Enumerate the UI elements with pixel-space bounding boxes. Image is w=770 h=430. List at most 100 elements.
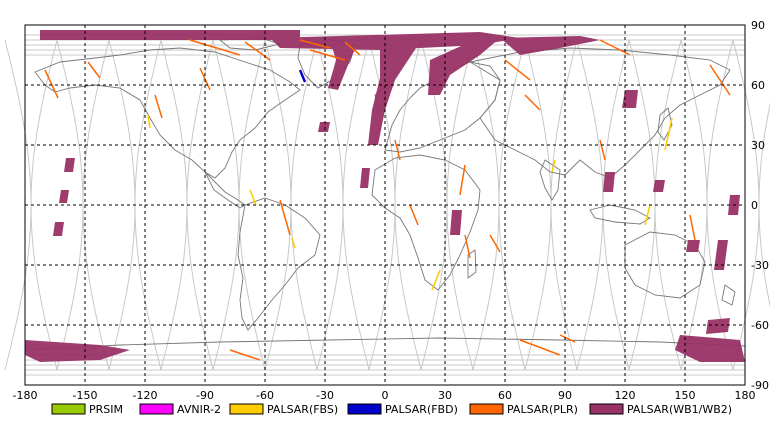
plr-strip bbox=[524, 94, 541, 111]
lon-tick-label: 90 bbox=[558, 389, 572, 402]
plr-strip bbox=[279, 199, 291, 236]
legend-item: AVNIR-2 bbox=[139, 403, 221, 416]
plr-strip bbox=[709, 64, 731, 96]
orbit-track bbox=[82, 39, 110, 371]
legend-label: PRSIM bbox=[89, 403, 123, 416]
plr-strip bbox=[489, 234, 501, 253]
madagascar-outline bbox=[467, 249, 477, 279]
lon-tick-label: 150 bbox=[675, 389, 696, 402]
legend-label: PALSAR(FBS) bbox=[267, 403, 338, 416]
lat-tick-label: -60 bbox=[751, 319, 769, 332]
plr-strip bbox=[344, 41, 361, 56]
legend-label: AVNIR-2 bbox=[177, 403, 221, 416]
swath-pacific-2 bbox=[603, 172, 615, 192]
legend-item: PALSAR(PLR) bbox=[469, 403, 578, 416]
legend-label: PALSAR(PLR) bbox=[507, 403, 578, 416]
plr-strip bbox=[394, 139, 401, 161]
legend-item: PALSAR(FBD) bbox=[347, 403, 458, 416]
lon-tick-label: -60 bbox=[256, 389, 274, 402]
legend-label: PALSAR(FBD) bbox=[385, 403, 458, 416]
swath-antarctic-1 bbox=[25, 340, 130, 362]
lat-tick-label: 60 bbox=[751, 79, 765, 92]
swath-atlantic-arc bbox=[368, 42, 420, 145]
fbs-strip bbox=[644, 204, 651, 226]
legend-swatch bbox=[347, 403, 382, 415]
lon-tick-label: -30 bbox=[316, 389, 334, 402]
plr-strip bbox=[459, 164, 466, 196]
plr-strip bbox=[409, 204, 419, 226]
india-outline bbox=[539, 159, 561, 201]
orbit-track bbox=[550, 39, 578, 371]
legend-swatch bbox=[139, 403, 174, 415]
africa-outline bbox=[371, 154, 481, 291]
swath-atlantic-3 bbox=[318, 122, 330, 132]
plr-strip bbox=[309, 49, 346, 61]
legend-swatch bbox=[589, 403, 624, 415]
lon-tick-label: -180 bbox=[13, 389, 38, 402]
swath-asia-1 bbox=[500, 36, 600, 55]
palsar-fbs-strips bbox=[147, 114, 673, 291]
japan-outline bbox=[657, 107, 673, 141]
lat-tick-label: 90 bbox=[751, 19, 765, 32]
plr-strip bbox=[44, 69, 59, 99]
lon-tick-label: 0 bbox=[382, 389, 389, 402]
plr-strip bbox=[559, 334, 576, 343]
palsar-wb-swaths bbox=[25, 30, 745, 362]
fbs-strip bbox=[291, 237, 296, 249]
north-america-outline bbox=[34, 47, 301, 179]
plr-strip bbox=[244, 41, 271, 61]
swath-pacific-3 bbox=[653, 180, 665, 192]
legend-swatch bbox=[229, 403, 264, 415]
fbs-strip bbox=[431, 269, 441, 291]
fbs-strip bbox=[249, 189, 257, 206]
legend-label: PALSAR(WB1/WB2) bbox=[627, 403, 732, 416]
lon-tick-label: -150 bbox=[73, 389, 98, 402]
lat-tick-label: -90 bbox=[751, 379, 769, 392]
swath-pacific-5 bbox=[714, 240, 728, 270]
swath-antarctic-3 bbox=[706, 318, 730, 334]
swath-europe-arc bbox=[428, 38, 500, 95]
swath-antarctic-2 bbox=[675, 335, 745, 362]
swath-africa bbox=[450, 210, 462, 235]
swath-pacific-1 bbox=[622, 90, 638, 108]
swath-atlantic-2 bbox=[360, 168, 370, 188]
plr-strip bbox=[299, 39, 331, 49]
new-zealand-outline bbox=[721, 284, 736, 306]
swath-pacific-6 bbox=[686, 240, 700, 252]
lon-tick-label: 180 bbox=[735, 389, 756, 402]
plr-strip bbox=[599, 39, 631, 56]
swath-eastpac-3 bbox=[53, 222, 64, 236]
map-frame bbox=[24, 24, 746, 386]
orbit-track bbox=[394, 39, 422, 371]
plr-strip bbox=[519, 339, 561, 356]
lat-tick-label: -30 bbox=[751, 259, 769, 272]
legend-item: PRSIM bbox=[51, 403, 123, 416]
swath-eastpac-2 bbox=[59, 190, 69, 203]
palsar-plr-strips bbox=[44, 39, 731, 361]
lon-tick-label: 30 bbox=[438, 389, 452, 402]
legend: PRSIM AVNIR-2 PALSAR(FBS) PALSAR(FBD) PALSAR… bbox=[51, 403, 732, 416]
plr-strip bbox=[87, 61, 101, 79]
plr-strip bbox=[189, 39, 241, 56]
plr-strip bbox=[464, 234, 471, 259]
south-america-outline bbox=[237, 197, 321, 331]
legend-item: PALSAR(FBS) bbox=[229, 403, 338, 416]
legend-swatch bbox=[469, 403, 504, 415]
orbit-track bbox=[706, 39, 734, 371]
swath-arctic-1 bbox=[40, 30, 300, 40]
fbd-strip bbox=[298, 69, 307, 83]
swath-greenland-sea bbox=[328, 38, 360, 90]
asia-outline bbox=[468, 47, 731, 179]
fbs-strip bbox=[147, 114, 151, 129]
lon-tick-label: 60 bbox=[498, 389, 512, 402]
lat-tick-label: 0 bbox=[751, 199, 758, 212]
plr-strip bbox=[229, 349, 261, 361]
fbs-strip bbox=[551, 159, 556, 173]
fbs-strip bbox=[664, 117, 673, 151]
europe-outline bbox=[384, 61, 501, 153]
legend-swatch bbox=[51, 403, 86, 415]
australia-outline bbox=[624, 231, 706, 299]
lat-tick-label: 30 bbox=[751, 139, 765, 152]
lon-tick-label: 120 bbox=[615, 389, 636, 402]
